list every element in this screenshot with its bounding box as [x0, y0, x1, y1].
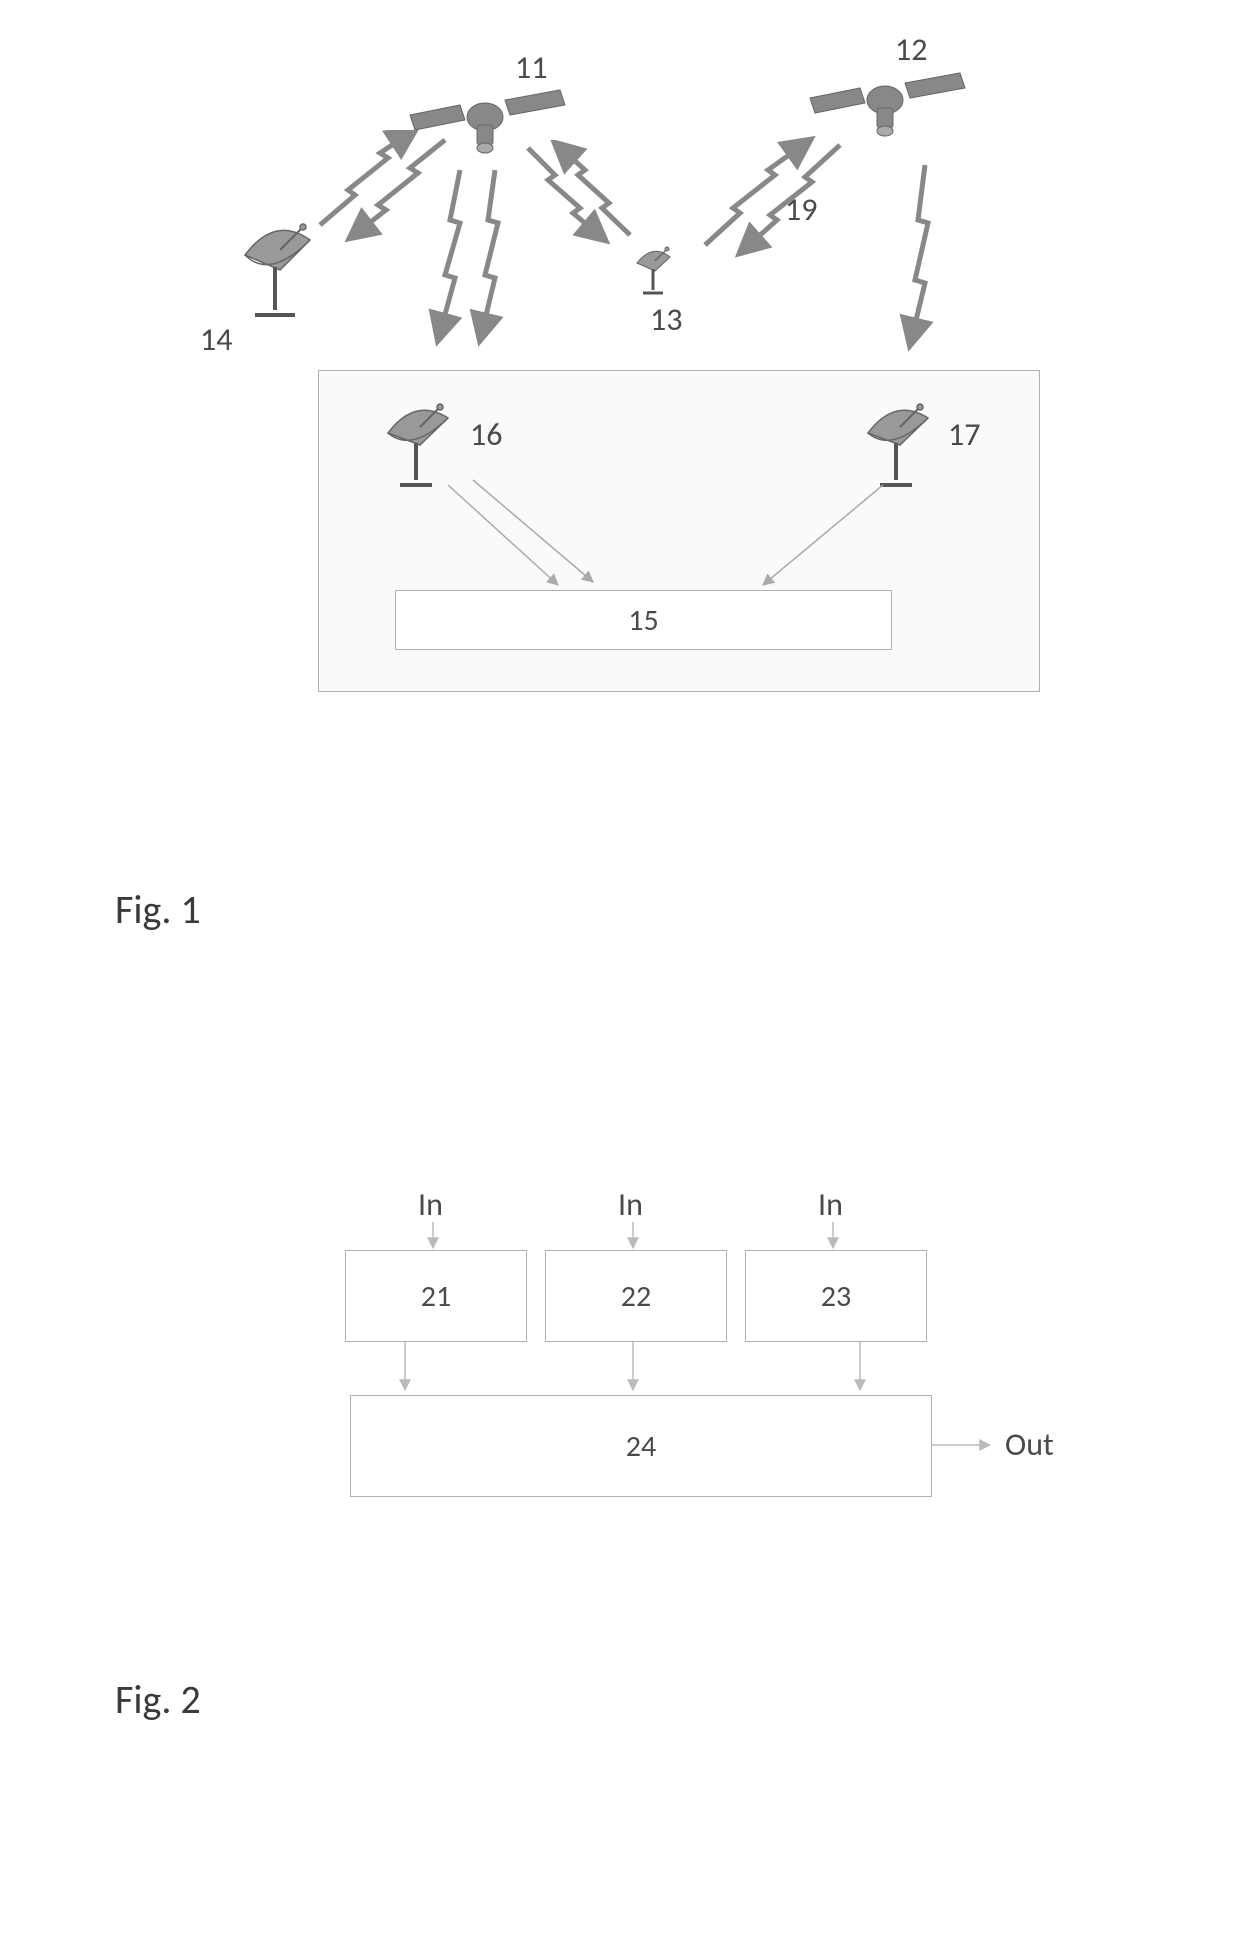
- link-11-13: [510, 140, 670, 260]
- fig1-box-15: 15: [395, 590, 892, 650]
- fig2-box-21-label: 21: [421, 1278, 451, 1315]
- satellite-12-label: 12: [895, 30, 927, 69]
- ground-station-14-label: 14: [200, 320, 232, 359]
- fig2-box-22: 22: [545, 1250, 727, 1342]
- fig2-box-23-label: 23: [821, 1278, 851, 1315]
- fig2-box-21: 21: [345, 1250, 527, 1342]
- fig1-caption: Fig. 1: [115, 885, 201, 934]
- fig2-caption: Fig. 2: [115, 1675, 201, 1724]
- fig2-box-24: 24: [350, 1395, 932, 1497]
- fig1-box-15-label: 15: [628, 602, 658, 639]
- fig2-box-24-label: 24: [626, 1428, 656, 1465]
- fig2-out: Out: [1005, 1425, 1054, 1464]
- fig2-box-23: 23: [745, 1250, 927, 1342]
- satellite-11-label: 11: [515, 48, 547, 87]
- link-19-label: 19: [785, 190, 817, 229]
- link-12-17: [890, 160, 970, 390]
- link-11-16b: [460, 165, 530, 385]
- fig2-box-22-label: 22: [621, 1278, 651, 1315]
- small-antenna-13-label: 13: [650, 300, 682, 339]
